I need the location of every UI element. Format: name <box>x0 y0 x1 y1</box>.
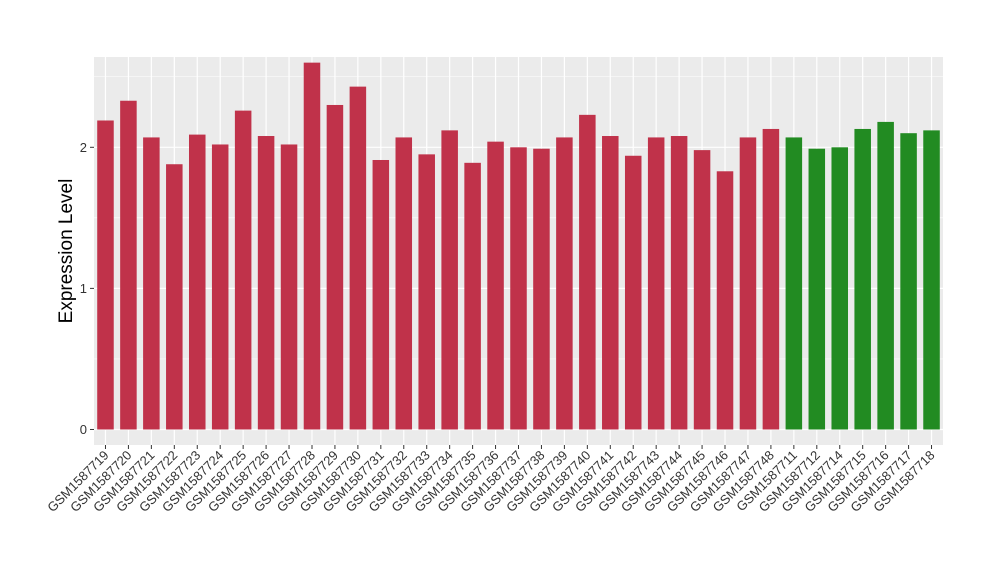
bar-GSM1587747 <box>739 137 757 430</box>
x-axis: GSM1587719GSM1587720GSM1587721GSM1587722… <box>44 445 938 515</box>
bar-GSM1587715 <box>854 128 871 430</box>
bar-GSM1587716 <box>877 121 894 430</box>
bar-GSM1587711 <box>785 137 803 430</box>
bar-GSM1587739 <box>556 137 573 430</box>
bar-GSM1587720 <box>120 100 137 430</box>
bar-GSM1587726 <box>257 136 275 430</box>
bar-GSM1587712 <box>808 148 826 430</box>
bar-GSM1587730 <box>349 86 367 430</box>
bar-GSM1587733 <box>418 154 435 430</box>
bar-GSM1587721 <box>143 137 160 430</box>
bar-GSM1587727 <box>280 144 298 430</box>
bar-GSM1587731 <box>372 159 390 430</box>
bar-GSM1587734 <box>441 130 458 430</box>
bar-GSM1587718 <box>923 130 940 430</box>
bar-GSM1587738 <box>533 148 550 430</box>
bar-GSM1587740 <box>579 114 596 430</box>
y-axis: 0 1 2 <box>80 140 94 437</box>
bar-GSM1587745 <box>693 150 711 430</box>
bar-GSM1587714 <box>831 147 849 430</box>
y-axis-title: Expression Level <box>56 179 77 324</box>
bar-GSM1587742 <box>624 155 642 430</box>
bar-GSM1587748 <box>762 128 780 430</box>
bar-GSM1587717 <box>900 133 917 430</box>
y-tick-label: 0 <box>80 422 87 437</box>
bar-GSM1587728 <box>303 62 321 430</box>
bar-GSM1587743 <box>647 137 665 430</box>
bar-GSM1587729 <box>326 104 344 430</box>
bar-GSM1587725 <box>234 110 252 430</box>
bar-series <box>97 62 940 430</box>
bar-GSM1587719 <box>97 120 114 430</box>
bar-GSM1587732 <box>395 137 413 430</box>
bar-GSM1587724 <box>211 144 229 430</box>
bar-GSM1587741 <box>602 136 619 430</box>
bar-GSM1587744 <box>670 136 688 430</box>
bar-GSM1587722 <box>166 164 183 430</box>
bar-GSM1587737 <box>510 147 527 430</box>
y-tick-label: 1 <box>80 281 87 296</box>
y-tick-label: 2 <box>80 140 87 155</box>
bar-GSM1587746 <box>716 171 734 430</box>
bar-GSM1587736 <box>487 141 504 430</box>
bar-GSM1587723 <box>188 134 206 430</box>
bar-GSM1587735 <box>464 162 481 430</box>
